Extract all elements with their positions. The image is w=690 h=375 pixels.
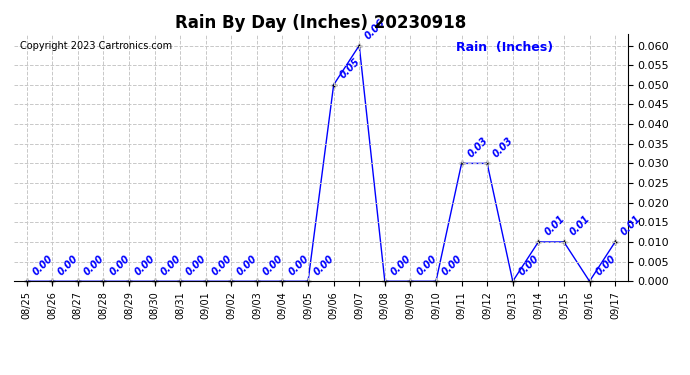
Text: 0.00: 0.00: [593, 253, 618, 277]
Text: 0.00: 0.00: [57, 253, 81, 277]
Text: 0.00: 0.00: [159, 253, 183, 277]
Text: 0.01: 0.01: [619, 214, 643, 238]
Text: 0.00: 0.00: [210, 253, 234, 277]
Text: 0.03: 0.03: [466, 135, 490, 159]
Text: 0.00: 0.00: [517, 253, 541, 277]
Text: Rain  (Inches): Rain (Inches): [456, 41, 553, 54]
Text: 0.00: 0.00: [261, 253, 285, 277]
Text: 0.00: 0.00: [31, 253, 55, 277]
Text: 0.00: 0.00: [108, 253, 132, 277]
Text: 0.01: 0.01: [542, 214, 566, 238]
Text: 0.00: 0.00: [389, 253, 413, 277]
Text: Copyright 2023 Cartronics.com: Copyright 2023 Cartronics.com: [20, 41, 172, 51]
Title: Rain By Day (Inches) 20230918: Rain By Day (Inches) 20230918: [175, 14, 466, 32]
Text: 0.05: 0.05: [338, 57, 362, 81]
Text: 0.01: 0.01: [568, 214, 592, 238]
Text: 0.00: 0.00: [415, 253, 439, 277]
Text: 0.00: 0.00: [184, 253, 208, 277]
Text: 0.00: 0.00: [440, 253, 464, 277]
Text: 0.00: 0.00: [133, 253, 157, 277]
Text: 0.00: 0.00: [286, 253, 310, 277]
Text: 0.00: 0.00: [235, 253, 259, 277]
Text: 0.03: 0.03: [491, 135, 515, 159]
Text: 0.00: 0.00: [82, 253, 106, 277]
Text: 0.00: 0.00: [312, 253, 336, 277]
Text: 0.06: 0.06: [364, 17, 388, 41]
